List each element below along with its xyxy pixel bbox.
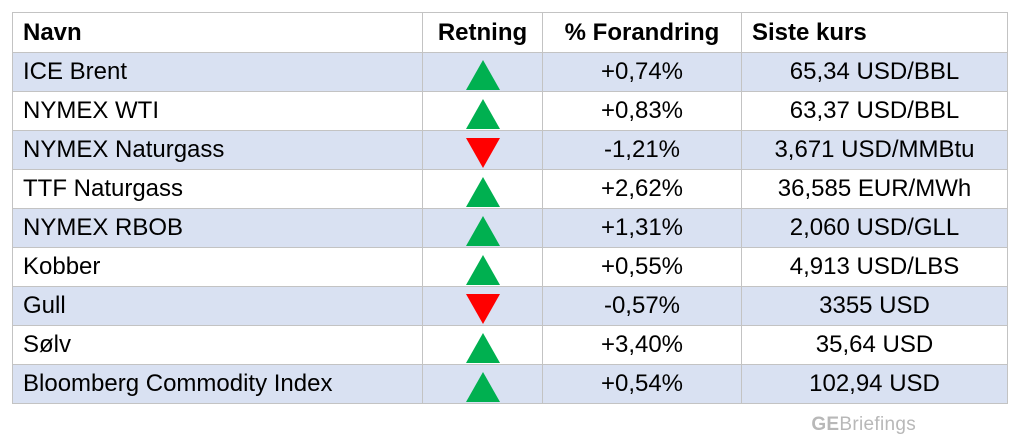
triangle-up-icon bbox=[465, 332, 500, 363]
commodity-name: ICE Brent bbox=[12, 52, 423, 92]
commodity-name: NYMEX WTI bbox=[12, 91, 423, 131]
brand-ge: GE bbox=[811, 414, 840, 435]
commodity-name: Bloomberg Commodity Index bbox=[12, 364, 423, 404]
triangle-up-icon bbox=[465, 254, 500, 285]
direction-cell bbox=[422, 52, 543, 92]
last-price: 65,34 USD/BBL bbox=[741, 52, 1008, 92]
last-price: 63,37 USD/BBL bbox=[741, 91, 1008, 131]
commodity-table: Navn Retning % Forandring Siste kurs ICE… bbox=[12, 12, 1008, 404]
change-percent: -0,57% bbox=[542, 286, 742, 326]
triangle-up-icon bbox=[465, 176, 500, 207]
direction-cell bbox=[422, 325, 543, 365]
commodity-name: Kobber bbox=[12, 247, 423, 287]
last-price: 3355 USD bbox=[741, 286, 1008, 326]
change-percent: +0,74% bbox=[542, 52, 742, 92]
commodity-table-container: Navn Retning % Forandring Siste kurs ICE… bbox=[12, 12, 1008, 404]
table-header-row: Navn Retning % Forandring Siste kurs bbox=[12, 12, 1008, 53]
direction-cell bbox=[422, 247, 543, 287]
table-row: NYMEX RBOB +1,31% 2,060 USD/GLL bbox=[12, 208, 1008, 248]
last-price: 2,060 USD/GLL bbox=[741, 208, 1008, 248]
header-direction: Retning bbox=[422, 12, 543, 53]
direction-cell bbox=[422, 364, 543, 404]
change-percent: +0,83% bbox=[542, 91, 742, 131]
change-percent: -1,21% bbox=[542, 130, 742, 170]
brand-logo: GEBriefings bbox=[811, 414, 916, 436]
table-row: Gull -0,57% 3355 USD bbox=[12, 286, 1008, 326]
brand-rest: Briefings bbox=[839, 414, 916, 435]
change-percent: +0,55% bbox=[542, 247, 742, 287]
table-row: TTF Naturgass +2,62% 36,585 EUR/MWh bbox=[12, 169, 1008, 209]
last-price: 102,94 USD bbox=[741, 364, 1008, 404]
change-percent: +2,62% bbox=[542, 169, 742, 209]
last-price: 3,671 USD/MMBtu bbox=[741, 130, 1008, 170]
direction-cell bbox=[422, 208, 543, 248]
commodity-name: Sølv bbox=[12, 325, 423, 365]
triangle-up-icon bbox=[465, 59, 500, 90]
header-price: Siste kurs bbox=[741, 12, 1008, 53]
direction-cell bbox=[422, 169, 543, 209]
change-percent: +3,40% bbox=[542, 325, 742, 365]
commodity-name: TTF Naturgass bbox=[12, 169, 423, 209]
triangle-up-icon bbox=[465, 371, 500, 402]
commodity-name: Gull bbox=[12, 286, 423, 326]
triangle-down-icon bbox=[465, 293, 500, 324]
change-percent: +1,31% bbox=[542, 208, 742, 248]
triangle-up-icon bbox=[465, 98, 500, 129]
table-row: NYMEX Naturgass -1,21% 3,671 USD/MMBtu bbox=[12, 130, 1008, 170]
commodity-name: NYMEX RBOB bbox=[12, 208, 423, 248]
last-price: 35,64 USD bbox=[741, 325, 1008, 365]
triangle-up-icon bbox=[465, 215, 500, 246]
header-change: % Forandring bbox=[542, 12, 742, 53]
table-row: Sølv +3,40% 35,64 USD bbox=[12, 325, 1008, 365]
commodity-name: NYMEX Naturgass bbox=[12, 130, 423, 170]
table-row: NYMEX WTI +0,83% 63,37 USD/BBL bbox=[12, 91, 1008, 131]
last-price: 36,585 EUR/MWh bbox=[741, 169, 1008, 209]
direction-cell bbox=[422, 286, 543, 326]
direction-cell bbox=[422, 130, 543, 170]
change-percent: +0,54% bbox=[542, 364, 742, 404]
table-row: ICE Brent +0,74% 65,34 USD/BBL bbox=[12, 52, 1008, 92]
table-row: Bloomberg Commodity Index +0,54% 102,94 US… bbox=[12, 364, 1008, 404]
direction-cell bbox=[422, 91, 543, 131]
last-price: 4,913 USD/LBS bbox=[741, 247, 1008, 287]
triangle-down-icon bbox=[465, 137, 500, 168]
table-body: ICE Brent +0,74% 65,34 USD/BBL NYMEX WTI +0,… bbox=[12, 52, 1008, 404]
header-name: Navn bbox=[12, 12, 423, 53]
table-row: Kobber +0,55% 4,913 USD/LBS bbox=[12, 247, 1008, 287]
